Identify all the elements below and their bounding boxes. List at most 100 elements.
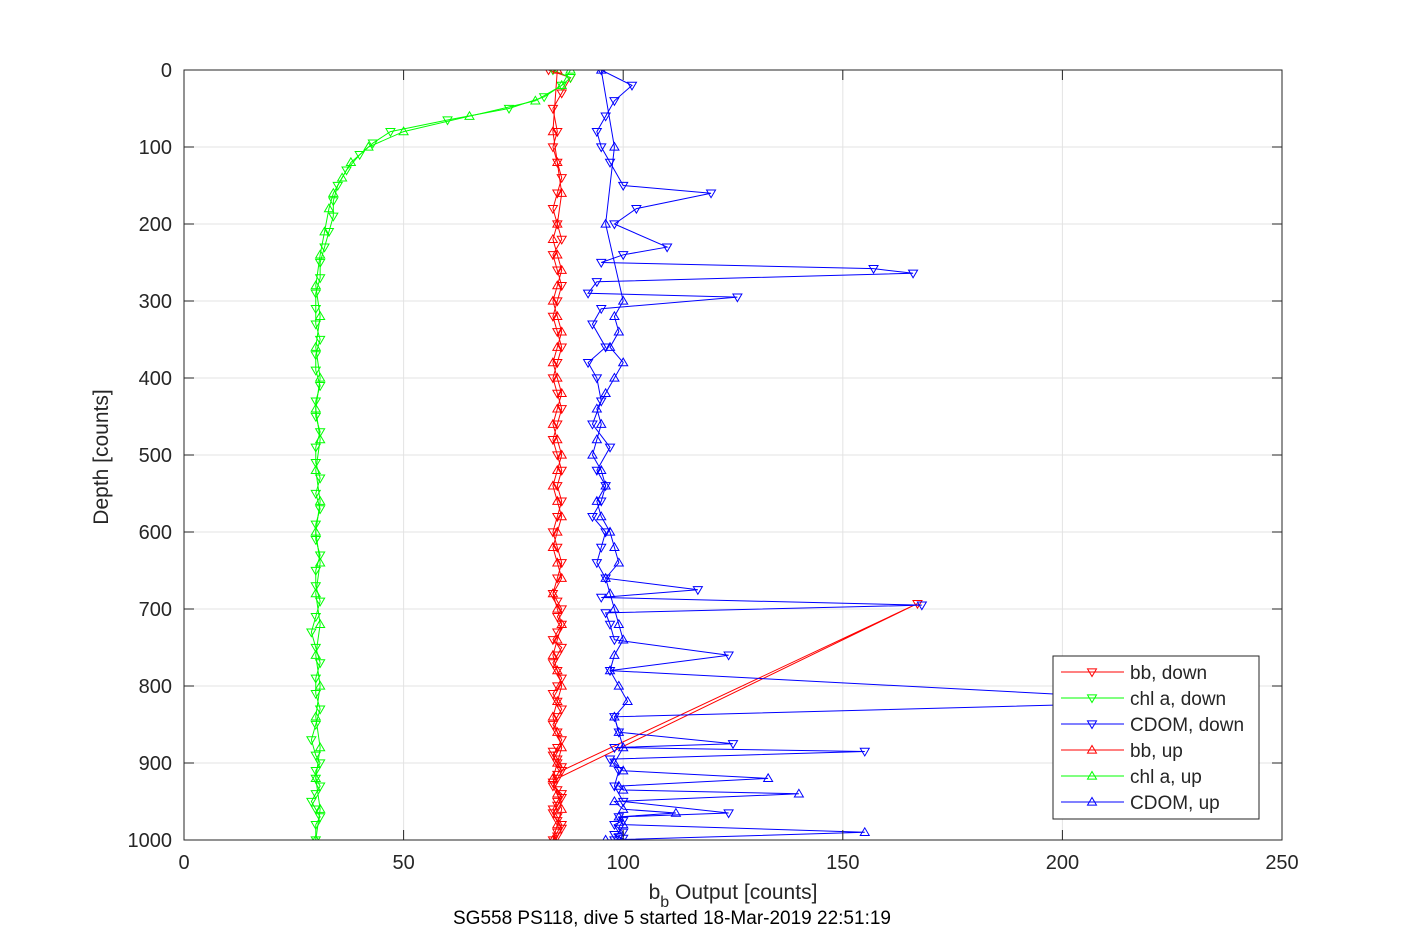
series-line-cdom-up bbox=[591, 70, 865, 840]
data-point-bb-down bbox=[547, 312, 559, 322]
data-point-cdom-up bbox=[604, 526, 616, 536]
data-point-bb-down bbox=[551, 697, 563, 707]
series-line-bb-up bbox=[552, 70, 563, 840]
data-point-cdom-down bbox=[609, 782, 620, 792]
data-point-bb-up bbox=[556, 326, 568, 336]
data-point-chl-a-up bbox=[314, 249, 326, 259]
y-tick-label: 1000 bbox=[128, 830, 173, 852]
data-point-cdom-down bbox=[613, 728, 625, 738]
data-point-bb-up bbox=[551, 249, 563, 259]
data-point-bb-down bbox=[556, 466, 568, 476]
data-point-chl-a-up bbox=[314, 495, 326, 505]
legend-label: CDOM, up bbox=[1130, 793, 1220, 814]
data-point-bb-up bbox=[551, 757, 563, 767]
data-point-cdom-down bbox=[582, 358, 594, 369]
legend-label: chl a, up bbox=[1130, 767, 1202, 788]
data-point-cdom-down bbox=[705, 189, 717, 199]
data-point-bb-up bbox=[556, 572, 568, 582]
data-point-cdom-up bbox=[600, 480, 612, 490]
data-point-bb-down bbox=[551, 801, 563, 811]
data-point-bb-down bbox=[547, 528, 559, 538]
data-point-cdom-up bbox=[609, 541, 620, 552]
data-point-bb-up bbox=[551, 156, 563, 167]
x-tick-label: 250 bbox=[1265, 852, 1298, 874]
data-point-cdom-up bbox=[600, 387, 612, 398]
data-point-cdom-down bbox=[732, 293, 743, 303]
data-point-cdom-down bbox=[587, 420, 598, 430]
legend-marker bbox=[1086, 720, 1098, 730]
data-point-chl-a-up bbox=[314, 803, 326, 813]
data-point-chl-a-up bbox=[336, 172, 348, 182]
series-line-chl-a-up bbox=[315, 70, 571, 840]
data-point-bb-up bbox=[551, 280, 563, 290]
data-point-chl-a-down bbox=[305, 736, 317, 746]
data-point-bb-down bbox=[547, 636, 559, 646]
data-point-cdom-up bbox=[670, 807, 682, 817]
data-point-cdom-up bbox=[613, 811, 625, 821]
legend-box bbox=[1052, 655, 1260, 820]
data-point-chl-a-up bbox=[310, 588, 322, 598]
legend-label: CDOM, down bbox=[1130, 715, 1244, 736]
data-point-bb-down bbox=[547, 809, 559, 819]
data-point-bb-down bbox=[556, 643, 568, 653]
y-tick-label: 800 bbox=[139, 676, 172, 698]
data-point-chl-a-up bbox=[319, 226, 330, 236]
data-point-chl-a-down bbox=[385, 127, 396, 138]
data-point-bb-down bbox=[547, 374, 559, 384]
data-point-cdom-down bbox=[613, 833, 625, 840]
data-point-cdom-up bbox=[591, 495, 603, 505]
data-point-chl-a-up bbox=[556, 79, 568, 90]
data-point-chl-a-down bbox=[310, 566, 322, 576]
data-point-cdom-up bbox=[613, 618, 625, 629]
data-point-chl-a-down bbox=[310, 443, 322, 453]
data-point-chl-a-down bbox=[310, 767, 322, 777]
data-point-bb-down bbox=[547, 589, 559, 600]
data-point-chl-a-down bbox=[310, 536, 322, 546]
data-point-bb-down bbox=[556, 605, 568, 615]
data-point-chl-a-down bbox=[314, 813, 326, 823]
data-point-cdom-down bbox=[609, 836, 620, 840]
data-point-cdom-down bbox=[859, 747, 871, 757]
data-point-bb-up bbox=[547, 418, 559, 428]
legend: bb, down chl a, down CDOM, down bb, up chl a… bbox=[1052, 655, 1260, 820]
data-point-chl-a-down bbox=[323, 228, 335, 238]
legend-entry-chl-a-down: chl a, down bbox=[1061, 689, 1226, 710]
data-point-chl-a-down bbox=[310, 690, 322, 700]
data-point-chl-a-down bbox=[310, 397, 322, 407]
data-point-chl-a-down bbox=[310, 674, 322, 684]
data-point-cdom-down bbox=[595, 497, 607, 507]
data-point-chl-a-down bbox=[332, 181, 344, 191]
data-point-bb-up bbox=[551, 526, 563, 536]
data-point-cdom-down bbox=[595, 305, 607, 315]
series-chl-a-up bbox=[310, 70, 576, 840]
series-cdom-up bbox=[587, 70, 871, 840]
data-point-cdom-down bbox=[595, 258, 607, 268]
y-tick-label: 900 bbox=[139, 753, 172, 775]
data-point-bb-down bbox=[556, 705, 568, 715]
data-point-bb-up bbox=[551, 665, 563, 675]
y-tick-label: 100 bbox=[139, 137, 172, 159]
data-point-cdom-up bbox=[617, 819, 629, 829]
data-point-chl-a-down bbox=[310, 320, 322, 330]
data-point-bb-up bbox=[547, 711, 559, 721]
data-point-cdom-up bbox=[595, 418, 607, 428]
data-point-bb-up bbox=[551, 464, 563, 475]
data-point-chl-a-down bbox=[319, 243, 330, 253]
data-point-bb-down bbox=[551, 543, 563, 553]
data-point-cdom-up bbox=[622, 695, 633, 706]
legend-label: chl a, down bbox=[1130, 689, 1226, 710]
data-point-chl-a-up bbox=[363, 141, 374, 151]
data-point-chl-a-down bbox=[310, 751, 322, 761]
data-point-chl-a-down bbox=[341, 166, 352, 176]
data-point-chl-a-down bbox=[314, 428, 326, 438]
data-point-bb-down bbox=[551, 713, 563, 723]
data-point-chl-a-down bbox=[538, 93, 550, 103]
data-point-bb-up bbox=[556, 511, 568, 521]
data-point-chl-a-down bbox=[354, 151, 366, 161]
data-point-bb-up bbox=[551, 603, 563, 613]
data-point-bb-down bbox=[547, 104, 559, 114]
data-point-bb-up bbox=[547, 295, 559, 305]
legend-entry-bb-down: bb, down bbox=[1061, 663, 1207, 684]
data-point-bb-up bbox=[556, 618, 568, 629]
data-point-chl-a-down bbox=[314, 705, 326, 715]
